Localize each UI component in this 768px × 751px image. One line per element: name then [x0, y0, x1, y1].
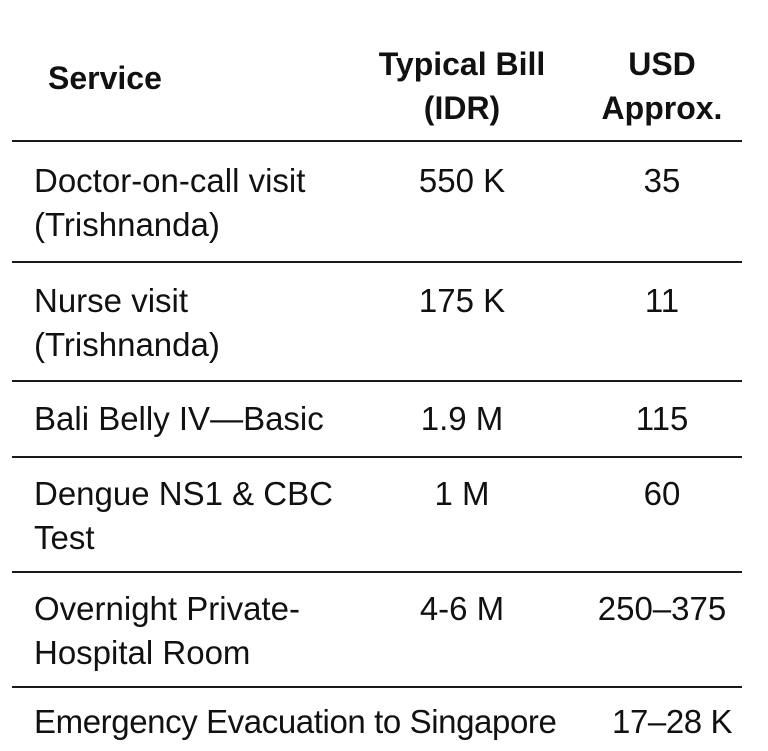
header-service: Service	[48, 60, 162, 96]
row-4-idr: 1 M	[434, 475, 490, 512]
row-divider-1	[12, 261, 742, 263]
row-1-service-line1: Doctor-on-call visit	[34, 162, 306, 199]
row-divider-2	[12, 380, 742, 382]
row-5-usd: 250–375	[597, 590, 727, 627]
row-4-service-line1: Dengue NS1 & CBC	[34, 475, 333, 512]
header-usd-line1: USD	[628, 46, 696, 82]
row-divider-5	[12, 686, 742, 688]
row-1-usd: 35	[643, 162, 681, 199]
row-2-service-line1: Nurse visit	[34, 282, 189, 319]
row-5-idr: 4-6 M	[419, 590, 505, 627]
row-3-idr: 1.9 M	[420, 400, 504, 437]
row-divider-4	[12, 571, 742, 573]
row-2-idr: 175 K	[418, 282, 506, 319]
row-3-usd: 115	[635, 400, 689, 437]
row-5-service-line1: Overnight Private-	[34, 590, 300, 627]
row-2-usd: 11	[644, 282, 680, 319]
row-1-idr: 550 K	[418, 162, 506, 199]
header-divider	[12, 140, 742, 142]
row-4-service-line2: Test	[34, 519, 95, 556]
row-2-service-line2: (Trishnanda)	[34, 326, 220, 363]
row-1-service-line2: (Trishnanda)	[34, 206, 220, 243]
header-bill-line2: (IDR)	[423, 90, 501, 126]
row-4-usd: 60	[643, 475, 681, 512]
last-row-usd: 17–28 K	[612, 703, 733, 740]
header-usd-line2: Approx.	[601, 90, 723, 126]
last-row-service: Emergency Evacuation to Singapore	[34, 703, 557, 740]
row-5-service-line2: Hospital Room	[34, 634, 251, 671]
row-divider-3	[12, 456, 742, 458]
header-bill-line1: Typical Bill	[378, 46, 546, 82]
row-3-service-line1: Bali Belly IV—Basic	[34, 400, 324, 437]
